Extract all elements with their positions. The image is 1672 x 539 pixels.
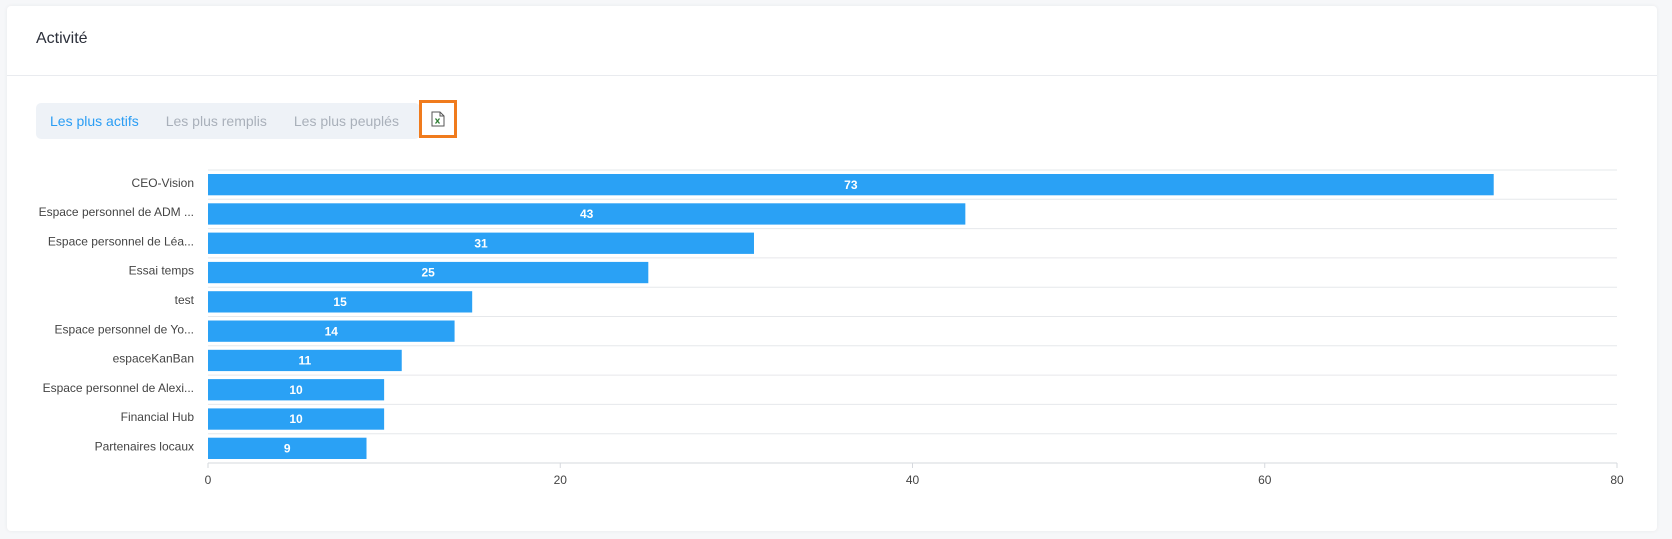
bar [208, 174, 1494, 196]
divider [7, 75, 1657, 76]
bar [208, 379, 385, 401]
tab[interactable]: Les plus peuplés [293, 113, 399, 129]
excel-export-button[interactable] [419, 100, 457, 138]
bar [208, 203, 966, 225]
tab[interactable]: Les plus remplis [165, 113, 267, 129]
x-tick-label: 80 [1610, 473, 1624, 487]
bar-value-label: 10 [289, 412, 303, 426]
bar [208, 291, 473, 313]
y-tick-label: Espace personnel de Léa... [48, 234, 194, 248]
bar [208, 437, 367, 459]
y-tick-label: Espace personnel de Yo... [55, 322, 194, 336]
y-tick-label: test [175, 293, 195, 307]
x-tick-label: 40 [906, 473, 920, 487]
tab[interactable]: Les plus actifs [50, 113, 139, 129]
x-tick-label: 60 [1258, 473, 1272, 487]
bar [208, 408, 385, 430]
y-tick-label: CEO-Vision [132, 176, 194, 190]
bar-value-label: 11 [299, 354, 312, 368]
bar-value-label: 9 [284, 442, 291, 456]
y-tick-label: Partenaires locaux [95, 440, 194, 454]
y-tick-label: Espace personnel de Alexi... [43, 381, 194, 395]
bar [208, 349, 402, 372]
y-tick-label: espaceKanBan [113, 352, 194, 366]
bar-value-label: 15 [333, 295, 347, 309]
bar [208, 320, 455, 342]
y-tick-label: Financial Hub [121, 410, 195, 424]
y-tick-label: Espace personnel de ADM ... [39, 205, 194, 219]
bar-value-label: 10 [289, 383, 303, 397]
x-tick-label: 0 [205, 473, 212, 487]
bar-value-label: 43 [580, 207, 594, 221]
bar-value-label: 14 [325, 324, 339, 338]
x-tick-label: 20 [554, 473, 568, 487]
bar-value-label: 25 [421, 266, 435, 280]
card-title: Activité [36, 30, 88, 47]
bar-value-label: 73 [844, 178, 858, 192]
bar [208, 232, 754, 254]
bar [208, 261, 649, 284]
tab-bar: Les plus actifs Les plus remplis Les plu… [36, 103, 420, 139]
excel-icon [431, 111, 445, 127]
bar-value-label: 31 [474, 236, 488, 250]
y-tick-label: Essai temps [129, 264, 194, 278]
